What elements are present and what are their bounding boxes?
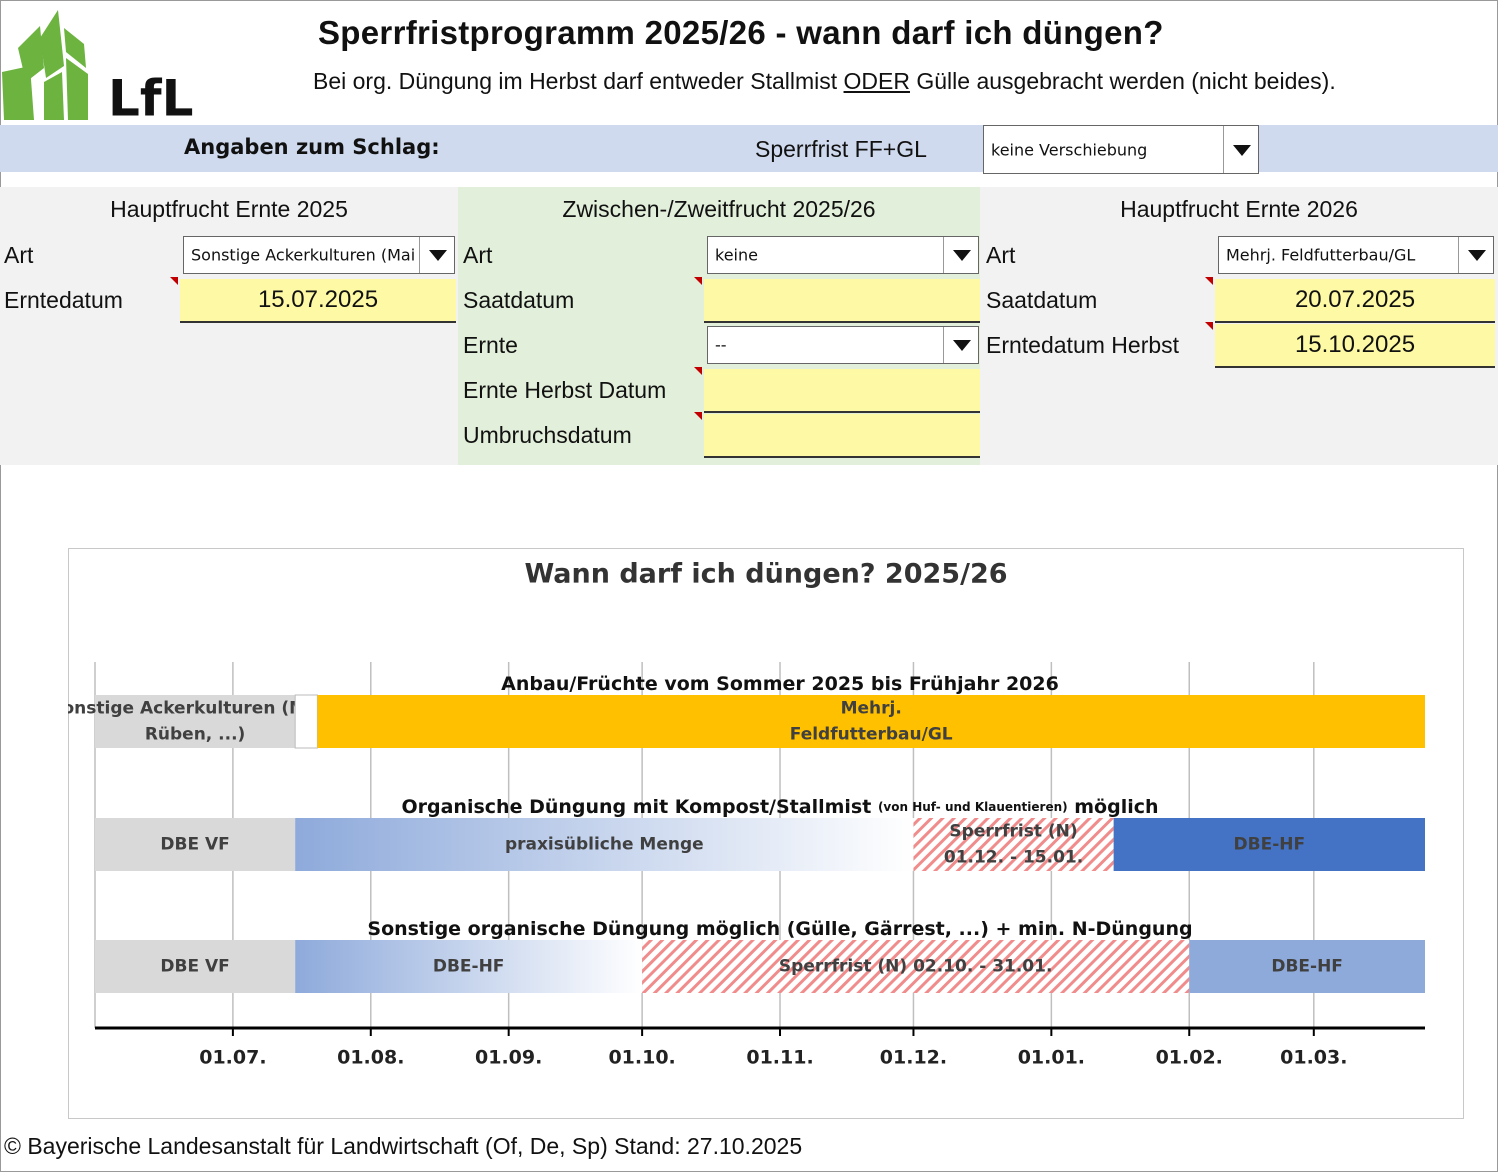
field-label: Art [986, 242, 1016, 268]
row-title-part: Sonstige organische Düngung möglich (Gül… [367, 918, 1192, 940]
bar-label: Feldfutterbau/GL [790, 725, 953, 745]
field-label: Ernte Herbst Datum [463, 377, 667, 403]
bar-label: Mehrj. [841, 699, 902, 719]
chart-frame [68, 548, 1464, 1119]
bar-label: Rüben, ...) [145, 725, 246, 745]
row-title: Organische Düngung mit Kompost/Stallmist… [401, 796, 1158, 818]
comment-marker [694, 367, 702, 375]
column-title: Hauptfrucht Ernte 2026 [1120, 196, 1358, 222]
date-field[interactable] [704, 369, 980, 413]
row-title-part: Anbau/Früchte vom Sommer 2025 bis Frühja… [501, 673, 1059, 695]
bar [295, 818, 914, 871]
row-title-part: möglich [1068, 796, 1159, 818]
dropdown-value: Mehrj. Feldfutterbau/GL [1226, 245, 1416, 265]
row-title: Anbau/Früchte vom Sommer 2025 bis Frühja… [501, 673, 1059, 695]
bar-label: DBE-HF [433, 957, 505, 977]
dropdown-arrow[interactable] [943, 327, 978, 363]
date-field[interactable]: 20.07.2025 [1215, 279, 1495, 323]
dropdown-arrow[interactable] [1458, 237, 1493, 273]
field-label: Erntedatum Herbst [986, 332, 1180, 358]
field-label: Art [463, 242, 493, 268]
dropdown[interactable]: keine [707, 236, 979, 274]
dropdown-value: Sonstige Ackerkulturen (Mai [191, 245, 416, 265]
x-tick-label: 01.12. [880, 1047, 947, 1069]
field-label: Saatdatum [463, 287, 575, 313]
bar-label: DBE VF [160, 835, 229, 855]
x-tick-label: 01.11. [746, 1047, 813, 1069]
bar [642, 940, 1190, 993]
bar [95, 818, 296, 871]
footer: © Bayerische Landesanstalt für Landwirts… [4, 1133, 803, 1159]
bar [317, 695, 1426, 748]
bar-label: 01.12. - 15.01. [944, 848, 1083, 868]
dropdown-value: keine Verschiebung [991, 140, 1148, 159]
dropdown[interactable]: Sonstige Ackerkulturen (Mai [183, 236, 455, 274]
bar-label: DBE VF [160, 957, 229, 977]
bar-label: Sonstige Ackerkulturen (Mais, [68, 699, 340, 719]
bar-label: Sperrfrist (N) [949, 822, 1077, 842]
bar [1189, 940, 1425, 993]
comment-marker [694, 412, 702, 420]
dropdown[interactable]: -- [707, 326, 979, 364]
bar [95, 695, 296, 748]
settings-label: Angaben zum Schlag: [184, 135, 440, 159]
sperrfrist-dropdown[interactable]: keine Verschiebung [983, 125, 1259, 174]
date-field[interactable]: 15.10.2025 [1215, 324, 1495, 368]
field-label: Art [4, 242, 34, 268]
bar [95, 940, 296, 993]
date-field[interactable] [704, 279, 980, 323]
sperrfrist-label: Sperrfrist FF+GL [755, 136, 927, 162]
bar-label: DBE-HF [1234, 835, 1306, 855]
subtitle: Bei org. Düngung im Herbst darf entweder… [313, 68, 1336, 95]
column-title: Zwischen-/Zweitfrucht 2025/26 [562, 196, 876, 222]
row-title-part: Organische Düngung mit Kompost/Stallmist [401, 796, 877, 818]
dropdown[interactable]: Mehrj. Feldfutterbau/GL [1218, 236, 1494, 274]
logo-text: LfL [108, 70, 193, 127]
x-tick-label: 01.01. [1018, 1047, 1085, 1069]
row-title: Sonstige organische Düngung möglich (Gül… [367, 918, 1192, 940]
comment-marker [1205, 277, 1213, 285]
bar [913, 818, 1114, 871]
x-tick-label: 01.02. [1156, 1047, 1223, 1069]
x-tick-label: 01.09. [475, 1047, 542, 1069]
bar-label: praxisübliche Menge [505, 835, 704, 855]
row-title-part: (von Huf- und Klauentieren) [878, 800, 1068, 814]
field-label: Ernte [463, 332, 518, 358]
subtitle-part: Bei org. Düngung im Herbst darf entweder… [313, 68, 844, 94]
bar-label: Sperrfrist (N) 02.10. - 31.01. [779, 957, 1053, 977]
bar [294, 694, 318, 749]
logo: LfL [2, 10, 193, 127]
x-tick-label: 01.10. [608, 1047, 675, 1069]
comment-marker [170, 277, 178, 285]
chart-title: Wann darf ich düngen? 2025/26 [524, 559, 1007, 590]
column-title: Hauptfrucht Ernte 2025 [110, 196, 348, 222]
comment-marker [1205, 322, 1213, 330]
x-tick-label: 01.07. [199, 1047, 266, 1069]
comment-marker [694, 277, 702, 285]
bar-label: DBE-HF [1271, 957, 1343, 977]
page-title: Sperrfristprogramm 2025/26 - wann darf i… [318, 14, 1164, 51]
dropdown-arrow[interactable] [419, 237, 454, 273]
field-label: Saatdatum [986, 287, 1098, 313]
subtitle-emphasis: ODER [843, 68, 910, 94]
field-label: Umbruchsdatum [463, 422, 632, 448]
field-label: Erntedatum [4, 287, 123, 313]
subtitle-part: Gülle ausgebracht werden (nicht beides). [909, 68, 1336, 94]
date-field[interactable]: 15.07.2025 [180, 279, 456, 323]
chart: Wann darf ich düngen? 2025/26 01.07. 01.0… [68, 559, 1426, 1069]
dropdown-arrow[interactable] [1223, 126, 1258, 173]
date-field[interactable] [704, 414, 980, 458]
bar [1113, 818, 1425, 871]
dropdown-value: -- [715, 335, 727, 355]
dropdown-value: keine [715, 245, 758, 265]
x-tick-label: 01.03. [1280, 1047, 1347, 1069]
bar [295, 940, 643, 993]
dropdown-arrow[interactable] [943, 237, 978, 273]
x-tick-label: 01.08. [337, 1047, 404, 1069]
